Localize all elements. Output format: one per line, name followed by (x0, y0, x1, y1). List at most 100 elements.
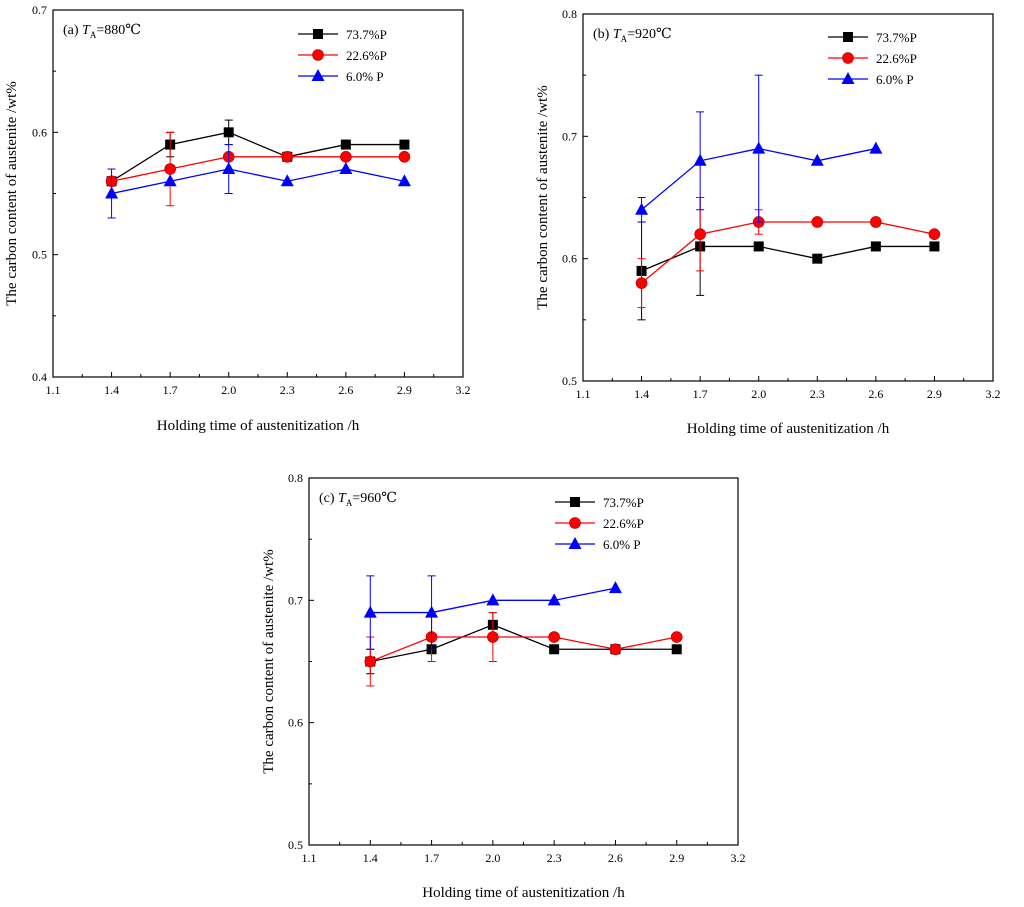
data-point (693, 153, 707, 166)
temperature-symbol: T (613, 27, 622, 42)
series-0 (106, 119, 410, 187)
legend-swatch-marker (570, 497, 580, 507)
x-tick-label: 2.9 (397, 383, 412, 397)
y-tick-label: 0.6 (562, 252, 577, 266)
series-line (370, 636, 677, 663)
data-point (812, 253, 823, 264)
data-point (753, 241, 764, 252)
legend-label: 73.7%P (346, 27, 387, 42)
x-tick-label: 2.3 (810, 387, 825, 401)
data-point (811, 216, 824, 228)
data-point (487, 631, 499, 643)
panel-letter: (c) (319, 491, 338, 506)
data-point (549, 644, 560, 655)
temperature-subscript: A (346, 498, 353, 508)
y-tick-label: 0.4 (32, 370, 47, 384)
series-1 (635, 197, 941, 309)
data-point (363, 605, 377, 618)
legend-label: 22.6%P (346, 48, 387, 63)
data-point (398, 151, 411, 163)
temperature-subscript: A (621, 34, 628, 44)
data-point (670, 631, 683, 643)
x-tick-label: 1.7 (693, 387, 708, 401)
panel-condition-label: (c) TA=960℃ (319, 491, 397, 508)
series-line (111, 131, 405, 182)
legend-label: 22.6%P (603, 516, 644, 531)
legend-label: 73.7%P (876, 30, 917, 45)
data-point (364, 655, 377, 668)
data-point (425, 605, 439, 618)
x-tick-label: 2.6 (868, 387, 883, 401)
data-point (635, 277, 648, 289)
series-line (111, 168, 405, 195)
series-1 (105, 131, 411, 207)
panel-letter: (a) (63, 23, 82, 38)
data-point (339, 162, 353, 175)
data-point (399, 139, 410, 150)
y-tick-label: 0.8 (288, 471, 303, 485)
data-point (635, 202, 649, 215)
y-tick-label: 0.6 (288, 716, 303, 730)
data-point (280, 174, 294, 187)
series-2 (635, 74, 883, 223)
chart-panel-c: 1.1 1.4 1.7 2.0 2.3 2.6 2.9 3.2 0.5 0.6 0.7 0.8 Hold… (261, 471, 746, 901)
data-point (694, 228, 706, 240)
x-tick-label: 1.7 (163, 383, 178, 397)
x-tick-label: 1.4 (363, 851, 378, 865)
x-tick-label: 1.4 (104, 383, 119, 397)
legend-swatch-marker (568, 537, 582, 549)
data-point (548, 631, 560, 643)
data-point (752, 141, 766, 154)
data-point (164, 163, 176, 175)
x-tick-label: 2.9 (927, 387, 942, 401)
series-1 (364, 612, 683, 687)
legend-label: 73.7%P (603, 495, 644, 510)
data-point (223, 127, 234, 138)
chart-panel-b: 1.1 1.4 1.7 2.0 2.3 2.6 2.9 3.2 0.5 0.6 0.7 0.8 Hold… (535, 7, 1001, 437)
data-point (222, 162, 236, 175)
x-axis-title: Holding time of austenitization /h (422, 885, 625, 901)
temperature-value: =960℃ (352, 491, 397, 506)
series-0 (365, 612, 682, 675)
legend-swatch-marker (569, 517, 581, 529)
legend-swatch-marker (843, 32, 853, 42)
data-point (869, 141, 883, 154)
data-point (281, 151, 294, 163)
data-point (929, 241, 940, 252)
legend-swatch-marker (312, 49, 324, 61)
x-tick-label: 1.7 (424, 851, 439, 865)
legend-label: 22.6%P (876, 51, 917, 66)
x-tick-label: 3.2 (731, 851, 746, 865)
panel-letter: (b) (593, 27, 613, 42)
x-tick-label: 1.1 (576, 387, 591, 401)
x-tick-label: 2.6 (608, 851, 623, 865)
x-tick-label: 2.0 (221, 383, 236, 397)
x-tick-label: 2.3 (547, 851, 562, 865)
y-tick-label: 0.8 (562, 7, 577, 21)
y-axis-title: The carbon content of austenite /wt% (535, 85, 551, 310)
legend-swatch-marker (313, 29, 323, 39)
data-point (105, 186, 119, 199)
x-tick-label: 2.0 (485, 851, 500, 865)
y-axis-title: The carbon content of austenite /wt% (261, 549, 277, 774)
temperature-value: =920℃ (627, 27, 672, 42)
temperature-value: =880℃ (96, 23, 141, 38)
data-point (163, 174, 177, 187)
series-2 (363, 575, 622, 650)
panel-condition-label: (b) TA=920℃ (593, 27, 672, 44)
x-tick-label: 1.4 (634, 387, 649, 401)
y-tick-label: 0.5 (562, 374, 577, 388)
data-point (671, 644, 682, 655)
x-tick-label: 3.2 (456, 383, 471, 397)
x-tick-label: 3.2 (986, 387, 1001, 401)
legend: 73.7%P 22.6%P 6.0% P (298, 27, 387, 84)
y-tick-label: 0.7 (288, 593, 303, 607)
y-axis-title: The carbon content of austenite /wt% (4, 81, 20, 306)
data-point (340, 139, 351, 150)
y-tick-label: 0.6 (32, 125, 47, 139)
series-0 (636, 197, 940, 321)
x-tick-label: 2.6 (338, 383, 353, 397)
legend-label: 6.0% P (876, 72, 914, 87)
x-tick-label: 2.9 (669, 851, 684, 865)
data-point (397, 174, 411, 187)
